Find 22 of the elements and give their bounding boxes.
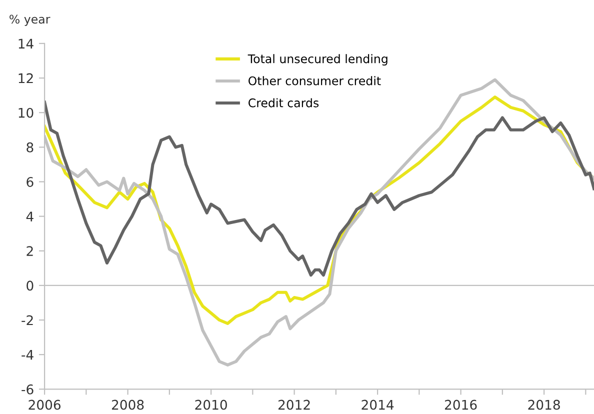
legend-label: Credit cards — [248, 98, 319, 108]
y-tick-label: 6 — [26, 176, 34, 187]
y-tick-label: 4 — [26, 212, 34, 222]
y-axis-title: % year — [10, 14, 50, 26]
y-tick-label: 8 — [26, 142, 34, 152]
x-tick-label: 2008 — [112, 400, 144, 410]
x-tick-label: 2018 — [528, 400, 560, 410]
y-tick-label: -4 — [22, 350, 34, 360]
legend-label: Other consumer credit — [248, 76, 381, 86]
legend-label: Total unsecured lending — [248, 54, 388, 66]
x-tick-label: 2012 — [278, 400, 310, 410]
y-tick-label: 10 — [18, 108, 34, 118]
y-tick-label: 12 — [18, 73, 33, 84]
y-tick-label: 14 — [18, 38, 34, 48]
y-tick-label: 2 — [26, 246, 33, 256]
y-tick-label: -6 — [22, 384, 34, 394]
x-tick-label: 2014 — [362, 400, 394, 410]
x-tick-label: 2006 — [28, 400, 61, 410]
y-tick-label: -2 — [22, 315, 33, 326]
x-tick-label: 2010 — [195, 400, 227, 410]
y-tick-label: 0 — [26, 280, 34, 291]
x-tick-label: 2016 — [444, 400, 477, 410]
